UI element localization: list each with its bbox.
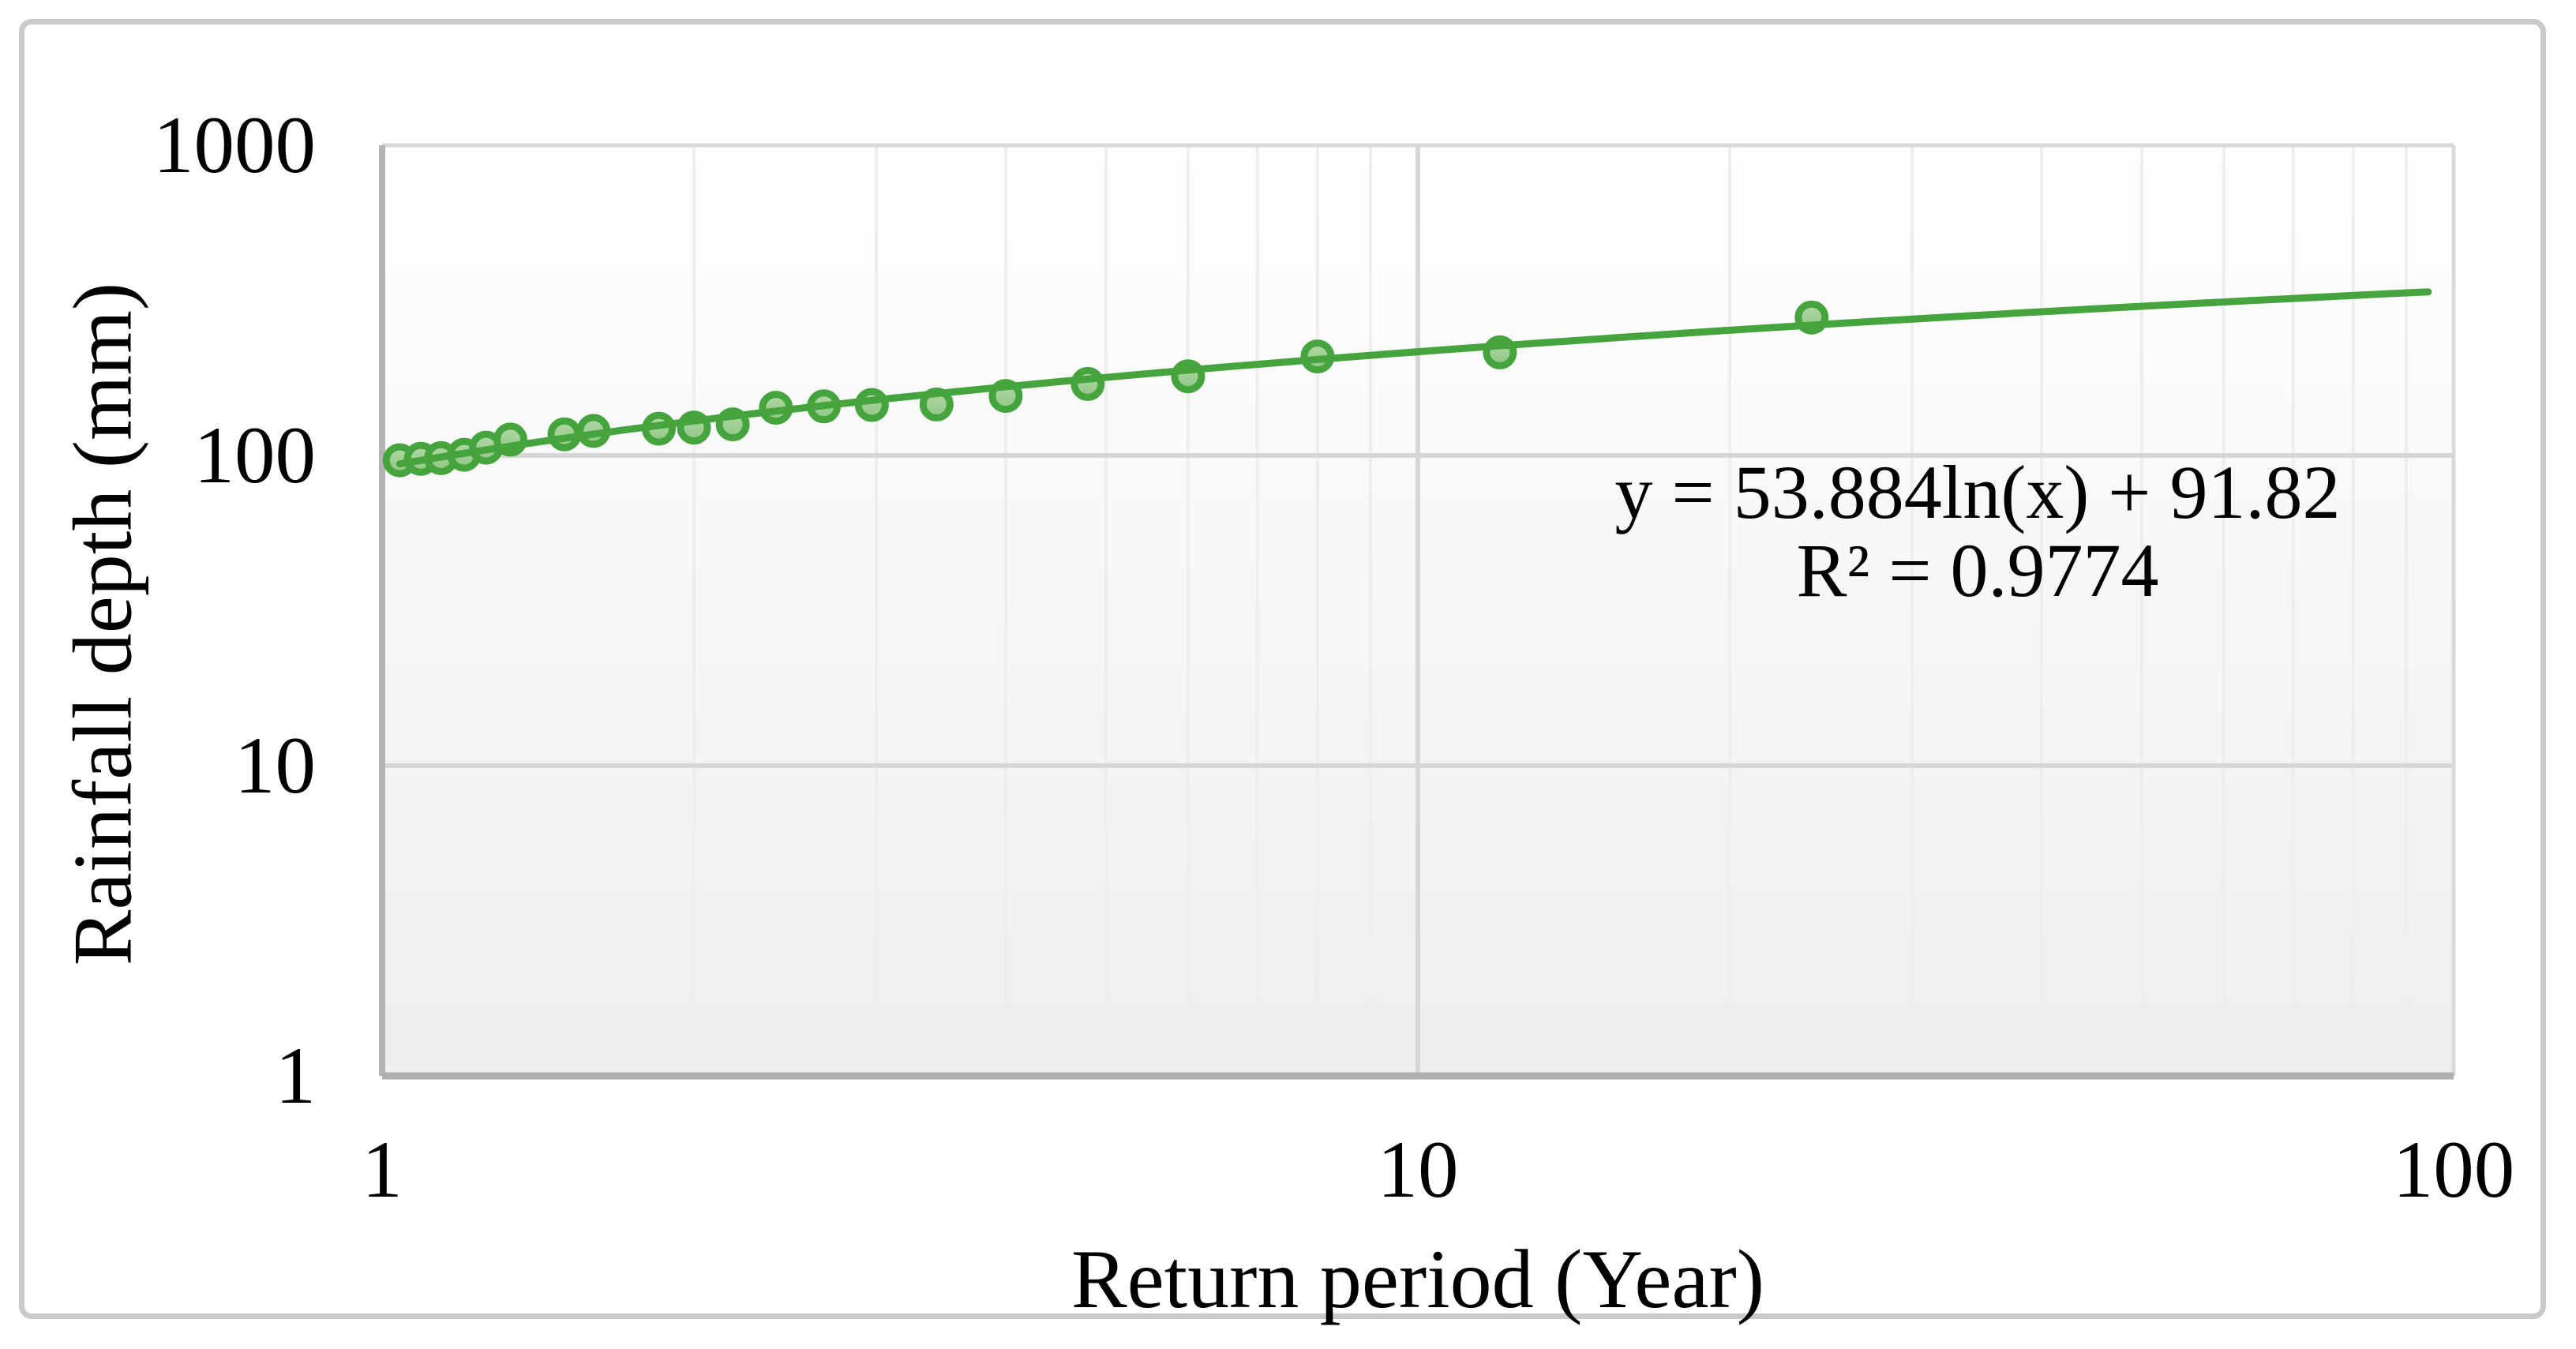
data-point bbox=[1071, 366, 1105, 401]
figure-border bbox=[19, 19, 2546, 1319]
y-tick-label-10: 10 bbox=[234, 721, 316, 811]
x-tick-label-1: 1 bbox=[362, 1125, 403, 1215]
x-tick-label-10: 10 bbox=[1377, 1125, 1459, 1215]
y-tick-label-100: 100 bbox=[193, 410, 317, 500]
trendline-annotation: y = 53.884ln(x) + 91.82 R² = 0.9774 bbox=[1579, 453, 2376, 609]
y-tick-label-1000: 1000 bbox=[153, 100, 316, 190]
x-axis-title: Return period (Year) bbox=[1071, 1233, 1765, 1325]
y-tick-label-1: 1 bbox=[275, 1031, 317, 1121]
y-axis-title: Rainfall depth (mm) bbox=[56, 282, 149, 966]
trendline-equation: y = 53.884ln(x) + 91.82 bbox=[1614, 450, 2341, 534]
trendline-r-squared: R² = 0.9774 bbox=[1796, 528, 2159, 613]
trendline bbox=[396, 288, 2432, 468]
x-tick-label-100: 100 bbox=[2392, 1125, 2515, 1215]
